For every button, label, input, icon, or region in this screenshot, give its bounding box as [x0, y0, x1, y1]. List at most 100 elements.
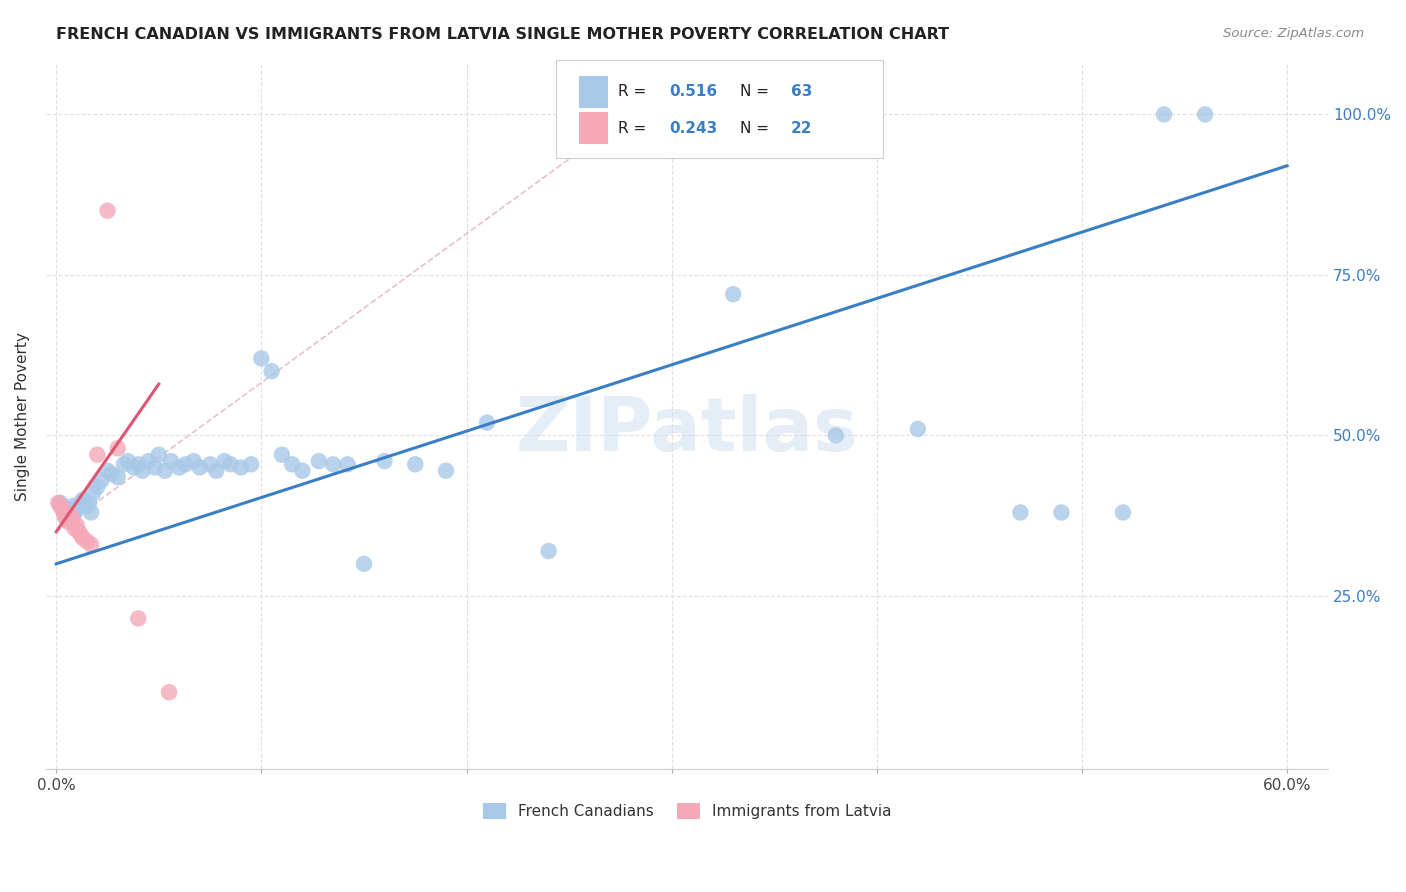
Point [67, 524, 90, 539]
Point [270, 448, 292, 462]
Point [434, 464, 457, 478]
Point [907, 422, 929, 436]
Point [281, 458, 304, 472]
Point [59, 502, 82, 516]
Point [353, 557, 375, 571]
Point [308, 454, 330, 468]
Point [86, 448, 108, 462]
Point [148, 448, 170, 462]
Point [72, 531, 94, 545]
Point [86, 480, 108, 494]
Point [80, 506, 103, 520]
Point [76, 534, 98, 549]
Point [107, 470, 129, 484]
Point [77, 496, 100, 510]
Point [49, 499, 72, 513]
Text: N =: N = [740, 84, 773, 99]
Point [373, 454, 395, 468]
Point [49, 496, 72, 510]
Text: 22: 22 [792, 121, 813, 136]
Point [80, 538, 103, 552]
Point [291, 464, 314, 478]
Point [157, 685, 180, 699]
Point [322, 458, 344, 472]
Bar [579, 112, 607, 145]
Point [62, 512, 84, 526]
Legend: French Canadians, Immigrants from Latvia: French Canadians, Immigrants from Latvia [477, 797, 897, 825]
Point [51, 502, 73, 516]
Point [824, 428, 846, 442]
Point [62, 499, 84, 513]
Point [100, 467, 122, 481]
Point [1194, 107, 1216, 121]
Point [82, 486, 104, 500]
Point [63, 522, 86, 536]
Point [1153, 107, 1175, 121]
Point [53, 502, 76, 516]
Point [336, 458, 359, 472]
Point [53, 508, 76, 523]
Point [404, 458, 426, 472]
Point [219, 458, 242, 472]
Point [250, 351, 273, 366]
Point [183, 454, 205, 468]
Point [112, 458, 135, 472]
Point [188, 460, 211, 475]
Point [127, 611, 149, 625]
Point [107, 442, 129, 456]
Text: R =: R = [617, 84, 651, 99]
Point [174, 458, 197, 472]
Point [72, 492, 94, 507]
Text: Source: ZipAtlas.com: Source: ZipAtlas.com [1223, 27, 1364, 40]
Text: FRENCH CANADIAN VS IMMIGRANTS FROM LATVIA SINGLE MOTHER POVERTY CORRELATION CHAR: FRENCH CANADIAN VS IMMIGRANTS FROM LATVI… [56, 27, 949, 42]
Text: 0.243: 0.243 [669, 121, 717, 136]
Point [153, 464, 176, 478]
Point [55, 508, 77, 523]
Point [67, 499, 90, 513]
Point [51, 499, 73, 513]
Point [96, 203, 118, 218]
Point [70, 496, 93, 510]
Point [46, 496, 69, 510]
Point [143, 460, 166, 475]
Point [66, 502, 89, 516]
Text: R =: R = [617, 121, 651, 136]
Point [122, 460, 145, 475]
Point [55, 506, 77, 520]
Point [58, 508, 80, 523]
Point [229, 460, 252, 475]
Point [90, 474, 112, 488]
Point [214, 454, 236, 468]
Point [721, 287, 744, 301]
Point [53, 506, 76, 520]
Point [70, 528, 93, 542]
Point [66, 518, 89, 533]
Point [76, 499, 98, 513]
Text: N =: N = [740, 121, 773, 136]
Y-axis label: Single Mother Poverty: Single Mother Poverty [15, 332, 30, 500]
Point [198, 458, 221, 472]
Point [169, 460, 191, 475]
Point [240, 458, 263, 472]
Bar [579, 76, 607, 108]
Point [58, 515, 80, 529]
Point [260, 364, 283, 378]
Point [131, 464, 153, 478]
Point [138, 454, 160, 468]
Point [55, 512, 77, 526]
Point [63, 506, 86, 520]
Point [127, 458, 149, 472]
Text: 63: 63 [792, 84, 813, 99]
Point [1112, 506, 1135, 520]
Point [475, 416, 498, 430]
Point [205, 464, 228, 478]
FancyBboxPatch shape [557, 60, 883, 159]
Text: 0.516: 0.516 [669, 84, 717, 99]
Point [537, 544, 560, 558]
Point [59, 508, 82, 523]
Point [1010, 506, 1032, 520]
Point [117, 454, 139, 468]
Point [96, 464, 118, 478]
Point [160, 454, 183, 468]
Point [1050, 506, 1073, 520]
